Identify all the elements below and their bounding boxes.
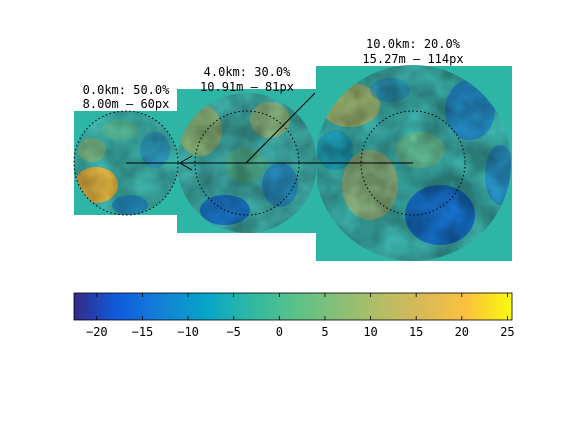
- colorbar-tick-label: 0: [276, 325, 283, 339]
- arrow-diagonal: [245, 92, 316, 164]
- panel-3-label-line1: 10.0km: 20.0%: [366, 37, 461, 51]
- panel-1-label-line1: 0.0km: 50.0%: [83, 83, 170, 97]
- panel-1: [73, 110, 179, 216]
- colorbar-tick-label: −10: [177, 325, 199, 339]
- colorbar-tick-label: −20: [86, 325, 108, 339]
- panel-1-label-line2: 8.00m – 60px: [83, 97, 170, 111]
- panel-3-label-line2: 15.27m – 114px: [362, 52, 463, 66]
- arrow-head: [179, 155, 193, 171]
- wind-arrow: [126, 92, 413, 171]
- colorbar-gradient: [73, 292, 513, 321]
- colorbar-tick-label: 20: [455, 325, 469, 339]
- colorbar-tick-label: 15: [409, 325, 423, 339]
- panel-3-inner-ring: [360, 110, 466, 216]
- colorbar-tick-label: −5: [226, 325, 240, 339]
- panel-2-label-line2: 10.91m – 81px: [200, 80, 294, 94]
- colorbar-tick-label: 5: [321, 325, 328, 339]
- colorbar-tick-label: 25: [500, 325, 514, 339]
- colorbar: −20 −15 −10 −5 0 5 10 15 20 25: [73, 292, 515, 339]
- panel-1-disk: [74, 111, 178, 215]
- panel-2-label-line1: 4.0km: 30.0%: [204, 65, 291, 79]
- colorbar-tick-label: −15: [132, 325, 154, 339]
- panel-3: [315, 65, 512, 261]
- colorbar-tick-label: 10: [363, 325, 377, 339]
- panel-labels: 0.0km: 50.0% 8.00m – 60px 4.0km: 30.0% 1…: [83, 37, 464, 111]
- colorbar-ticks: −20 −15 −10 −5 0 5 10 15 20 25: [86, 293, 515, 339]
